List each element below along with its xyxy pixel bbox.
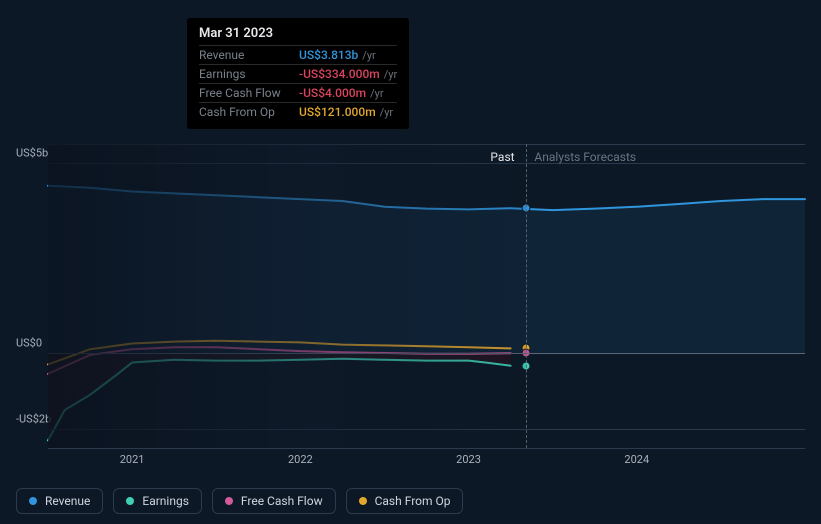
past-label: Past xyxy=(490,150,514,164)
x-axis-label: 2022 xyxy=(288,453,313,466)
tooltip-row: Free Cash Flow-US$4.000m/yr xyxy=(199,83,397,102)
tooltip-row-value: US$121.000m xyxy=(299,105,376,119)
legend-item-cash_from_op[interactable]: Cash From Op xyxy=(346,488,464,514)
tooltip-row-label: Cash From Op xyxy=(199,105,299,119)
legend-item-earnings[interactable]: Earnings xyxy=(113,488,202,514)
tooltip-rows: RevenueUS$3.813b/yrEarnings-US$334.000m/… xyxy=(199,45,397,121)
y-axis-label: US$0 xyxy=(16,337,42,350)
x-axis-label: 2024 xyxy=(624,453,649,466)
tooltip-row-value: -US$334.000m xyxy=(299,67,380,81)
legend-label: Free Cash Flow xyxy=(241,494,323,508)
tooltip-row-label: Free Cash Flow xyxy=(199,86,299,100)
y-axis-label: -US$2b xyxy=(16,413,51,426)
tooltip-date: Mar 31 2023 xyxy=(199,26,397,41)
x-axis-label: 2021 xyxy=(120,453,145,466)
tooltip-row-label: Earnings xyxy=(199,67,299,81)
tooltip-row: Cash From OpUS$121.000m/yr xyxy=(199,102,397,121)
tooltip-row: Earnings-US$334.000m/yr xyxy=(199,64,397,83)
legend-item-revenue[interactable]: Revenue xyxy=(16,488,103,514)
tooltip-row-value: US$3.813b xyxy=(299,48,358,62)
past-region xyxy=(48,144,526,448)
legend-dot-icon xyxy=(225,497,233,505)
legend-dot-icon xyxy=(126,497,134,505)
legend-dot-icon xyxy=(359,497,367,505)
legend-label: Revenue xyxy=(45,494,90,508)
tooltip-row: RevenueUS$3.813b/yr xyxy=(199,45,397,64)
legend-item-free_cash_flow[interactable]: Free Cash Flow xyxy=(212,488,336,514)
tooltip-row-label: Revenue xyxy=(199,48,299,62)
gridline xyxy=(48,448,805,449)
y-axis-label: US$5b xyxy=(16,147,48,160)
legend: Revenue Earnings Free Cash Flow Cash From O… xyxy=(16,488,463,514)
legend-label: Cash From Op xyxy=(375,494,451,508)
tooltip-row-unit: /yr xyxy=(370,87,383,100)
x-axis-label: 2023 xyxy=(456,453,481,466)
tooltip-row-unit: /yr xyxy=(362,49,375,62)
tooltip: Mar 31 2023 RevenueUS$3.813b/yrEarnings-… xyxy=(187,18,409,129)
tooltip-row-unit: /yr xyxy=(384,68,397,81)
marker-line xyxy=(526,144,527,448)
chart: US$5b US$0 -US$2b 2021 2022 2023 2024 Past Analy… xyxy=(16,122,805,484)
forecast-label: Analysts Forecasts xyxy=(534,150,636,164)
tooltip-row-value: -US$4.000m xyxy=(299,86,366,100)
legend-label: Earnings xyxy=(142,494,189,508)
legend-dot-icon xyxy=(29,497,37,505)
tooltip-row-unit: /yr xyxy=(380,106,393,119)
